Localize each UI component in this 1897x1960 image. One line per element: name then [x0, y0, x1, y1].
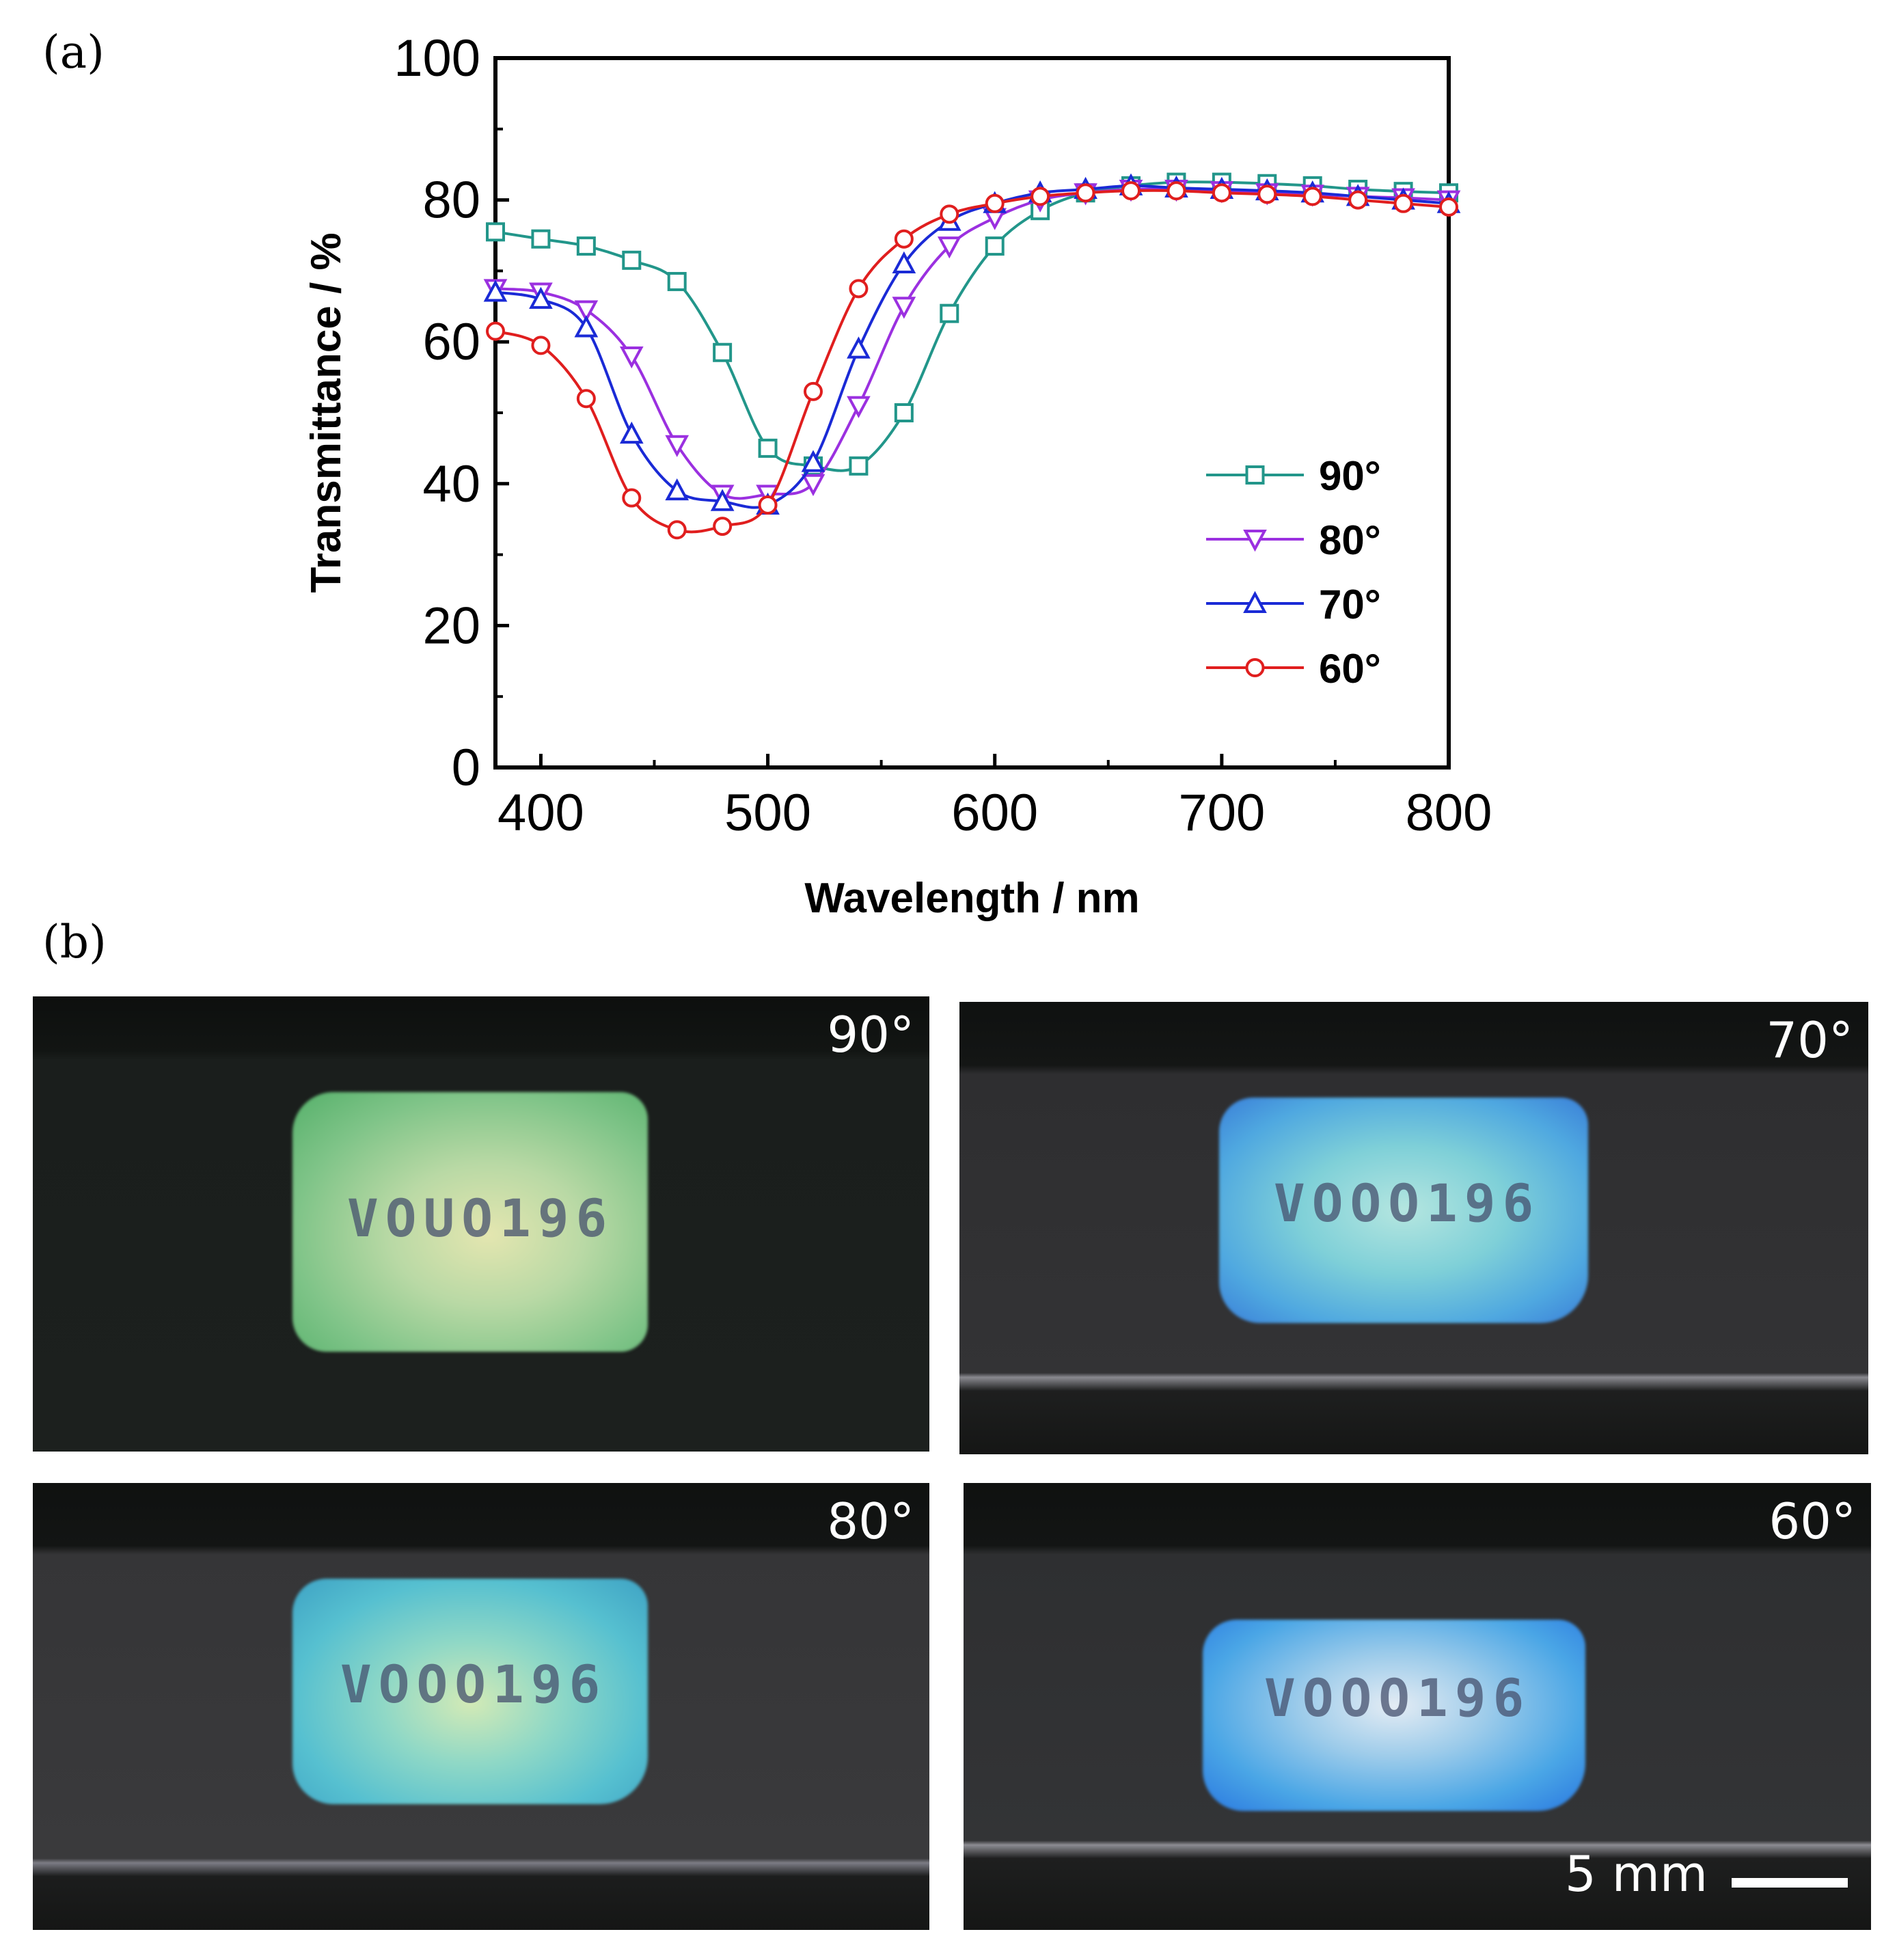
data-point [1076, 183, 1095, 203]
legend-label: 60° [1319, 646, 1381, 692]
data-point [801, 474, 825, 497]
data-point [892, 297, 916, 319]
data-point [531, 229, 551, 249]
y-tick-label: 80 [422, 172, 480, 230]
data-point [940, 204, 959, 224]
angle-label: 80° [827, 1493, 914, 1550]
data-point [713, 342, 733, 362]
y-axis-label: Transmittance / % [303, 232, 350, 593]
film-patch [292, 1092, 648, 1352]
data-point [758, 438, 778, 458]
x-tick-label: 600 [951, 784, 1038, 842]
legend-label: 90° [1319, 453, 1381, 499]
data-point [847, 336, 871, 359]
data-point [665, 435, 690, 457]
code-text: VOOO196 [1274, 1173, 1541, 1234]
film-patch [1219, 1098, 1588, 1323]
code-text: VOUO196 [347, 1188, 614, 1249]
data-point [713, 517, 733, 536]
legend-marker [1245, 465, 1265, 485]
data-point [892, 251, 916, 274]
data-point [576, 389, 596, 409]
data-point [937, 236, 961, 259]
data-point [1031, 187, 1050, 206]
data-point [801, 450, 825, 472]
data-point [1439, 197, 1458, 217]
data-point [940, 303, 959, 323]
data-point [483, 280, 508, 302]
data-point [667, 520, 687, 540]
data-point [1257, 185, 1277, 204]
data-point [804, 381, 823, 401]
data-point [622, 488, 642, 508]
y-tick-label: 100 [394, 29, 480, 87]
data-point [665, 478, 690, 501]
data-point [531, 336, 551, 355]
data-point [849, 279, 869, 299]
legend-marker [1243, 530, 1267, 552]
angle-label: 90° [827, 1006, 914, 1063]
data-point [574, 300, 599, 323]
data-point [1393, 193, 1413, 213]
data-point [758, 495, 778, 515]
data-point [1121, 181, 1141, 201]
legend-label: 80° [1319, 517, 1381, 563]
x-tick-label: 700 [1178, 784, 1265, 842]
angle-label: 70° [1766, 1011, 1853, 1069]
data-point [849, 456, 869, 476]
data-point [894, 229, 914, 249]
data-point [619, 346, 644, 369]
x-axis-label: Wavelength / nm [804, 875, 1139, 922]
data-point [667, 271, 687, 291]
data-point [1302, 187, 1322, 206]
film-patch [1203, 1620, 1585, 1811]
photo-80: VOOO196 80° [33, 1483, 929, 1930]
angle-label: 60° [1769, 1493, 1856, 1550]
legend-label: 70° [1319, 582, 1381, 627]
y-tick-label: 0 [452, 739, 480, 797]
data-point [622, 250, 642, 270]
data-point [619, 421, 644, 444]
code-text: VOOO196 [1264, 1668, 1531, 1728]
photo-70: VOOO196 70° [959, 1002, 1868, 1454]
data-point [529, 286, 553, 309]
plot-frame [493, 56, 1451, 770]
photo-90: VOUO196 90° [33, 996, 929, 1452]
scale-label: 5 mm [1565, 1845, 1708, 1903]
data-point [486, 222, 505, 242]
legend-marker [1245, 658, 1265, 677]
data-point [894, 403, 914, 422]
scale-bar [1732, 1878, 1848, 1888]
photo-60: VOOO196 60° 5 mm [964, 1483, 1871, 1930]
data-point [1348, 190, 1368, 210]
data-point [710, 489, 735, 511]
data-point [574, 315, 599, 338]
series-line-1 [495, 187, 1449, 500]
transmittance-chart: 400 500 600 700 800 0 20 40 60 80 100 Wavelength / … [303, 29, 1492, 922]
legend-marker [1243, 590, 1267, 613]
data-point [985, 193, 1005, 213]
film-patch [292, 1579, 648, 1804]
x-tick-label: 400 [497, 784, 584, 842]
data-point [486, 321, 505, 341]
data-point [847, 396, 871, 418]
panel-b-label: (b) [42, 916, 107, 968]
series-line-3 [495, 189, 1449, 534]
x-tick-label: 500 [724, 784, 811, 842]
data-point [985, 236, 1005, 256]
y-tick-label: 40 [422, 455, 480, 513]
data-point [1166, 181, 1186, 201]
y-tick-label: 20 [422, 597, 480, 655]
x-tick-label: 800 [1406, 784, 1492, 842]
code-text: VOOO196 [340, 1654, 608, 1715]
y-tick-label: 60 [422, 313, 480, 371]
panel-a-label: (a) [42, 26, 105, 79]
data-point [576, 236, 596, 256]
data-point [1212, 183, 1231, 203]
series-line-0 [495, 180, 1449, 472]
